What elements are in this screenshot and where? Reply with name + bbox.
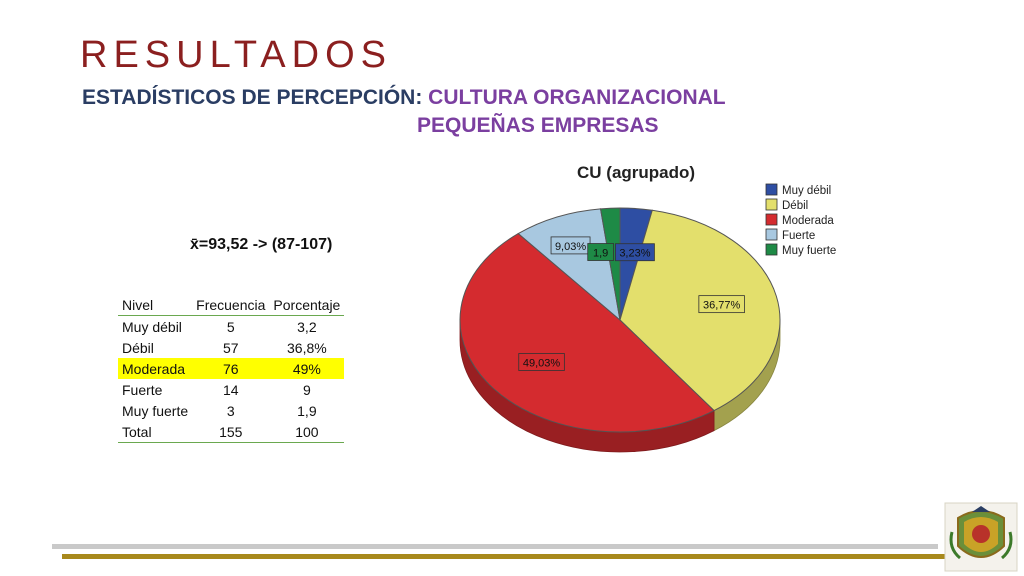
cell-porcentaje: 100: [269, 421, 345, 443]
cell-nivel: Moderada: [118, 358, 193, 379]
subtitle-prefix: ESTADÍSTICOS DE PERCEPCIÓN:: [82, 86, 429, 109]
legend-swatch-fuerte: [765, 228, 778, 241]
data-label-box-moderada: [518, 353, 565, 371]
cell-porcentaje: 3,2: [297, 318, 317, 335]
data-label-box-muy-fuerte: [587, 243, 614, 261]
cell-frecuencia: 155: [192, 421, 270, 443]
table-row-highlighted: Moderada 76 49%: [118, 358, 345, 379]
chart-title: CU (agrupado): [577, 163, 695, 182]
column-header-porcentaje: Porcentaje: [269, 294, 345, 316]
cell-frecuencia: 3: [226, 402, 235, 419]
pie-slices: [459, 207, 781, 433]
table-row-total: Total 155 100: [118, 421, 345, 443]
cell-porcentaje: 1,9: [297, 402, 317, 419]
data-label-muy-debil: 3,23%: [619, 248, 650, 260]
frequency-table: Nivel Frecuencia Porcentaje Muy débil 5 …: [118, 294, 345, 443]
legend-swatch-muy-fuerte: [765, 243, 778, 256]
legend-label-moderada: Moderada: [782, 215, 834, 227]
data-label-box-muy-debil: [615, 243, 655, 262]
table-row: Muy fuerte 3 1,9: [118, 400, 344, 421]
pie-slice-moderada: [459, 232, 715, 433]
data-label-box-debil: [698, 295, 745, 314]
university-crest-icon: [944, 502, 1018, 572]
legend-swatch-moderada: [765, 213, 778, 226]
cell-frecuencia: 14: [222, 381, 239, 398]
data-label-muy-fuerte: 1,9: [593, 248, 608, 260]
mean-label: x̄=93,52 -> (87-107): [190, 236, 333, 253]
pie-slice-muy-fuerte: [599, 207, 621, 321]
subtitle-accent: CULTURA ORGANIZACIONAL: [428, 86, 726, 109]
chart-legend: Muy débil Débil Moderada Fuerte Muy fuerte: [765, 183, 836, 257]
data-label-debil: 36,77%: [703, 300, 741, 312]
legend-swatch-muy-debil: [765, 183, 778, 196]
cell-nivel: Muy débil: [122, 318, 182, 335]
legend-swatch-debil: [765, 198, 778, 211]
legend-label-muy-fuerte: Muy fuerte: [782, 245, 836, 257]
cell-porcentaje: 36,8%: [287, 339, 327, 356]
cell-porcentaje: 9: [302, 381, 311, 398]
legend-label-muy-debil: Muy débil: [782, 185, 831, 197]
table-row: Débil 57 36,8%: [118, 337, 344, 358]
cell-frecuencia: 76: [192, 358, 270, 379]
pie-chart: CU (agrupado) 3,23%36,77%49,03%9,03%1,9 …: [459, 163, 836, 453]
data-label-fuerte: 9,03%: [555, 241, 586, 253]
cell-nivel: Débil: [122, 339, 154, 356]
cell-frecuencia: 5: [226, 318, 235, 335]
cell-nivel: Total: [118, 421, 193, 443]
cell-nivel: Muy fuerte: [122, 402, 189, 419]
subtitle-line-1: ESTADÍSTICOS DE PERCEPCIÓN: CULTURA ORGA…: [82, 86, 726, 110]
pie-slice-fuerte: [517, 208, 621, 322]
table-row: Muy débil 5 3,2: [118, 316, 344, 338]
column-header-frecuencia: Frecuencia: [192, 294, 270, 316]
footer-bar-gold: [62, 554, 948, 559]
cell-porcentaje: 49%: [269, 358, 345, 379]
legend-label-debil: Débil: [782, 200, 808, 212]
legend-label-fuerte: Fuerte: [782, 230, 815, 242]
page-title: RESULTADOS: [80, 34, 392, 76]
footer-bar-gray: [52, 544, 938, 549]
cell-frecuencia: 57: [222, 339, 239, 356]
subtitle-line-2: PEQUEÑAS EMPRESAS: [417, 114, 659, 137]
table-row: Fuerte 14 9: [118, 379, 344, 400]
data-label-moderada: 49,03%: [523, 358, 561, 370]
column-header-nivel: Nivel: [118, 294, 193, 316]
pie-data-labels: 3,23% 36,77% 49,03% 9,03% 1,9: [518, 236, 745, 371]
table-header-row: Nivel Frecuencia Porcentaje: [118, 294, 345, 316]
cell-nivel: Fuerte: [122, 381, 163, 398]
